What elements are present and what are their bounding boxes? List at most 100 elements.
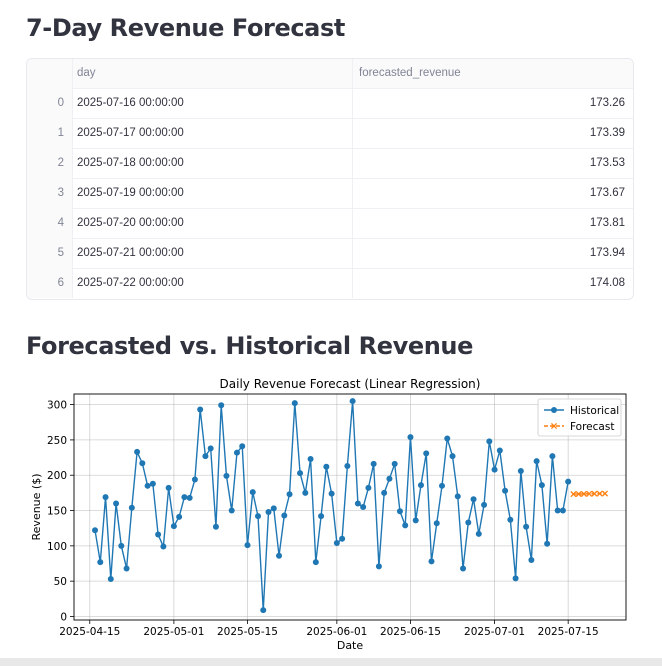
- x-tick-label: 2025-04-15: [59, 626, 120, 638]
- historical-point: [538, 482, 545, 489]
- historical-point: [176, 513, 183, 520]
- forecast-dataframe[interactable]: day forecasted_revenue 0 2025-07-16 00:00…: [26, 58, 634, 300]
- historical-point: [291, 400, 298, 407]
- x-tick-label: 2025-07-01: [464, 626, 525, 638]
- historical-point: [339, 535, 346, 542]
- x-tick-label: 2025-05-01: [143, 626, 204, 638]
- row-index: 4: [27, 208, 73, 238]
- historical-point: [139, 460, 146, 467]
- x-axis-label: Date: [337, 639, 364, 652]
- historical-point: [344, 463, 351, 470]
- historical-point: [423, 450, 430, 457]
- x-tick-label: 2025-05-15: [217, 626, 278, 638]
- table-header-row: day forecasted_revenue: [27, 59, 633, 89]
- historical-point: [281, 512, 288, 519]
- historical-point: [496, 447, 503, 454]
- forecasted-revenue-cell[interactable]: 174.08: [589, 277, 625, 289]
- historical-point: [260, 607, 267, 614]
- revenue-forecast-chart: Daily Revenue Forecast (Linear Regressio…: [30, 377, 627, 652]
- historical-point: [333, 540, 340, 547]
- historical-point: [460, 565, 467, 572]
- historical-point: [102, 494, 109, 501]
- table-row[interactable]: 0 2025-07-16 00:00:00 173.26: [27, 88, 633, 119]
- historical-point: [407, 434, 414, 441]
- historical-point: [312, 559, 319, 566]
- historical-point: [113, 500, 120, 507]
- y-tick-label: 300: [47, 400, 67, 412]
- forecasted-revenue-cell[interactable]: 173.39: [589, 127, 625, 139]
- historical-point: [370, 460, 377, 467]
- historical-point: [381, 489, 388, 496]
- legend-forecast-label: Forecast: [570, 421, 614, 433]
- forecasted-revenue-cell[interactable]: 173.81: [589, 217, 625, 229]
- historical-point: [470, 496, 477, 503]
- x-tick-label: 2025-06-01: [306, 626, 367, 638]
- historical-point: [391, 460, 398, 467]
- forecasted-revenue-cell[interactable]: 173.26: [589, 97, 625, 109]
- y-tick-label: 50: [54, 576, 67, 588]
- table-row[interactable]: 5 2025-07-21 00:00:00 173.94: [27, 238, 633, 269]
- historical-point: [365, 484, 372, 491]
- historical-point: [270, 505, 277, 512]
- table-row[interactable]: 3 2025-07-19 00:00:00 173.67: [27, 178, 633, 209]
- historical-point: [507, 516, 514, 523]
- day-cell[interactable]: 2025-07-22 00:00:00: [73, 268, 353, 298]
- forecast-point: [586, 490, 593, 497]
- historical-point: [149, 480, 156, 487]
- historical-point: [402, 522, 409, 529]
- forecasted-revenue-column-header[interactable]: forecasted_revenue: [359, 67, 461, 79]
- plot-area-frame: [73, 393, 627, 621]
- table-row[interactable]: 4 2025-07-20 00:00:00 173.81: [27, 208, 633, 239]
- day-cell[interactable]: 2025-07-19 00:00:00: [73, 178, 353, 208]
- y-axis-label: Revenue ($): [30, 474, 43, 541]
- historical-point: [533, 458, 540, 465]
- historical-point: [191, 476, 198, 483]
- historical-point: [276, 552, 283, 559]
- historical-point: [307, 455, 314, 462]
- historical-point: [239, 443, 246, 450]
- row-index: 0: [27, 88, 73, 118]
- chart-legend: [537, 398, 622, 437]
- historical-point: [249, 489, 256, 496]
- historical-point: [354, 500, 361, 507]
- historical-point: [528, 556, 535, 563]
- bottom-scroll-edge: [0, 658, 662, 666]
- day-column-header[interactable]: day: [73, 59, 353, 88]
- day-cell[interactable]: 2025-07-18 00:00:00: [73, 148, 353, 178]
- historical-point: [123, 565, 130, 572]
- day-cell[interactable]: 2025-07-16 00:00:00: [73, 88, 353, 118]
- table-row[interactable]: 1 2025-07-17 00:00:00 173.39: [27, 118, 633, 149]
- row-index: 1: [27, 118, 73, 148]
- y-tick-label: 0: [60, 611, 67, 623]
- row-index: 6: [27, 268, 73, 298]
- historical-point: [433, 520, 440, 527]
- historical-point: [165, 484, 172, 491]
- historical-point: [512, 575, 519, 582]
- historical-point: [107, 576, 114, 583]
- historical-point: [228, 507, 235, 514]
- forecasted-revenue-cell[interactable]: 173.53: [589, 157, 625, 169]
- historical-point: [197, 406, 204, 413]
- day-cell[interactable]: 2025-07-21 00:00:00: [73, 238, 353, 268]
- forecasted-revenue-cell[interactable]: 173.94: [589, 247, 625, 259]
- table-row[interactable]: 6 2025-07-22 00:00:00 174.08: [27, 268, 633, 298]
- historical-point: [517, 467, 524, 474]
- x-tick-label: 2025-06-15: [380, 626, 441, 638]
- historical-point: [181, 494, 188, 501]
- forecasted-revenue-cell[interactable]: 173.67: [589, 187, 625, 199]
- table-row[interactable]: 2 2025-07-18 00:00:00 173.53: [27, 148, 633, 179]
- row-index: 3: [27, 178, 73, 208]
- historical-point: [386, 475, 393, 482]
- historical-series-line: [94, 401, 569, 611]
- historical-point: [202, 453, 209, 460]
- historical-point: [223, 472, 230, 479]
- historical-point: [449, 453, 456, 460]
- historical-point: [97, 559, 104, 566]
- forecast-point: [580, 490, 588, 497]
- historical-point: [318, 513, 325, 520]
- day-cell[interactable]: 2025-07-17 00:00:00: [73, 118, 353, 148]
- day-cell[interactable]: 2025-07-20 00:00:00: [73, 208, 353, 238]
- historical-point: [554, 507, 561, 514]
- historical-point: [559, 507, 566, 514]
- historical-point: [375, 563, 382, 570]
